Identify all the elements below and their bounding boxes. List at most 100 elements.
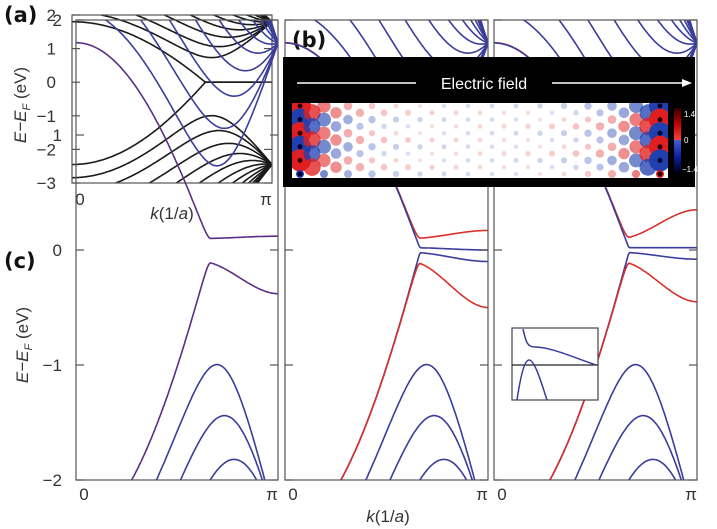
charge-density-dot [489, 158, 495, 163]
conduction-band-line [139, 20, 278, 130]
valence-band-line [72, 114, 272, 179]
charge-density-dot [618, 147, 630, 160]
xlabel-a: a [179, 204, 188, 223]
charge-density-dot [477, 110, 483, 116]
edge-state-line [130, 262, 278, 480]
charge-density-dot [618, 120, 630, 133]
valence-band-line [247, 163, 272, 183]
charge-density-core [657, 157, 663, 163]
charge-density-dot [317, 126, 331, 140]
charge-density-dot [343, 128, 353, 138]
charge-density-dot [595, 149, 605, 158]
bands [76, 20, 278, 480]
charge-density-core [657, 130, 663, 136]
colorbar-tick-min: −1.4 [682, 165, 698, 174]
conduction-band-line [264, 20, 278, 44]
edge-state-line [340, 262, 488, 480]
charge-density-dot [330, 121, 342, 132]
charge-density-dot [477, 124, 483, 129]
svg-text:E−EF (eV): E−EF (eV) [13, 307, 35, 383]
charge-density-dot [477, 151, 483, 157]
charge-density-core [657, 103, 663, 109]
charge-density-dot [453, 110, 459, 116]
charge-density-dot [453, 124, 459, 129]
charge-density-dot [368, 170, 376, 178]
charge-density-dot [607, 103, 617, 111]
charge-density-dot [513, 144, 519, 149]
charge-density-dot [572, 123, 580, 130]
charge-density-dot [344, 170, 352, 178]
charge-density-dot [596, 109, 604, 117]
charge-density-dot [429, 151, 435, 156]
ribbon-strip [292, 103, 668, 178]
panel-label-c: (c) [4, 249, 36, 273]
charge-density-dot [489, 117, 495, 122]
charge-density-dot [596, 163, 604, 171]
ylabel-unit: (eV) [11, 67, 30, 104]
charge-density-dot [429, 164, 435, 170]
charge-density-dot [629, 140, 643, 154]
conduction-band-line [447, 20, 488, 45]
charge-density-dot [607, 128, 617, 138]
charge-density-dot [393, 158, 399, 163]
conduction-band-line [678, 20, 697, 44]
xtick-label-0: 0 [497, 485, 506, 504]
charge-density-dot [368, 115, 376, 124]
charge-density-dot [441, 131, 447, 136]
xlabel-rest: (1/ [159, 204, 179, 223]
charge-density-core [657, 144, 663, 150]
charge-density-core [297, 157, 303, 163]
conduction-band-line [259, 20, 278, 44]
charge-density-dot [537, 130, 543, 136]
charge-density-dot [489, 130, 495, 136]
charge-density-dot [405, 137, 411, 143]
xtick-label-pi: π [266, 485, 278, 504]
charge-density-dot [501, 151, 507, 157]
charge-density-dot [560, 157, 568, 164]
conduction-band-line [469, 20, 488, 44]
charge-density-dot [525, 123, 531, 129]
charge-density-dot [453, 137, 459, 143]
bands [72, 15, 272, 183]
charge-density-dot [525, 151, 531, 157]
charge-density-dot [441, 117, 447, 123]
charge-density-dot [320, 170, 328, 178]
charge-density-dot [489, 171, 495, 177]
charge-density-dot [368, 143, 376, 151]
charge-density-dot [513, 157, 519, 163]
charge-density-dot [317, 139, 331, 154]
charge-density-dot [393, 103, 399, 109]
ytick-label: −2 [43, 471, 62, 490]
charge-density-dot [537, 103, 543, 109]
ytick-label: 2 [47, 6, 56, 25]
charge-density-dot [330, 107, 342, 119]
charge-density-dot [343, 142, 353, 152]
valence-band-line [209, 458, 258, 480]
xtick-label-pi: π [685, 485, 697, 504]
charge-density-dot [549, 165, 555, 170]
panel-b-charge-map: Electric field 1.4 0 −1.4 [283, 57, 698, 187]
charge-density-dot [417, 116, 423, 123]
charge-density-dot [525, 165, 531, 170]
band-plot-a: 2 1 0 −1 −2 −3 0 π [37, 6, 273, 209]
charge-density-dot [501, 123, 507, 129]
charge-density-dot [465, 103, 471, 109]
charge-density-dot [392, 170, 400, 178]
charge-density-core [297, 144, 303, 150]
charge-density-dot [405, 109, 411, 116]
ytick-label: 2 [53, 11, 62, 30]
charge-density-dot [303, 158, 321, 176]
charge-density-dot [465, 144, 471, 150]
charge-density-dot [489, 144, 495, 150]
charge-density-dot [317, 112, 331, 127]
colorbar-tick-zero: 0 [684, 136, 689, 145]
ylabel-sub: F [21, 102, 33, 110]
ytick-label: 0 [53, 241, 62, 260]
charge-density-dot [465, 171, 471, 177]
charge-density-dot [303, 145, 321, 163]
xlabel-k: k [150, 204, 160, 223]
ytick-label: 1 [47, 40, 56, 59]
valence-band-line [418, 458, 468, 480]
valence-band-line [179, 414, 264, 480]
charge-density-dot [418, 131, 422, 136]
